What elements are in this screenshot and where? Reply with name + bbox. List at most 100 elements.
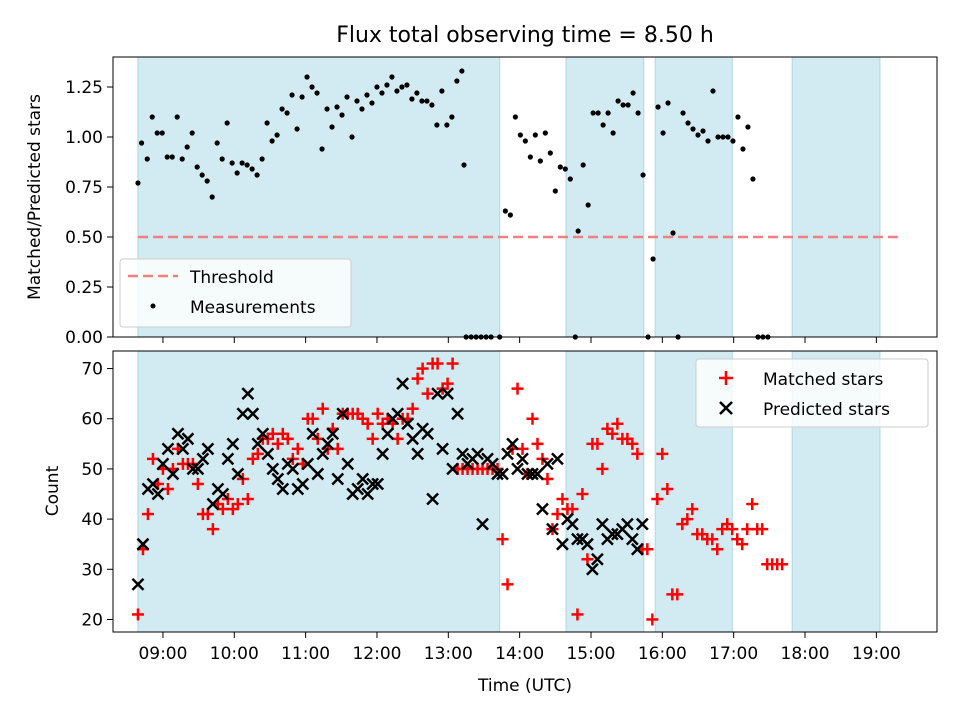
shaded-interval [565, 56, 645, 338]
measurement-point [725, 134, 731, 140]
matched-star-point [131, 608, 144, 621]
predicted-star-point [496, 467, 509, 481]
predicted-star-point [351, 482, 365, 496]
measurement-point [204, 178, 210, 184]
measurement-point [404, 82, 410, 88]
predicted-star-point [486, 457, 499, 471]
measurement-point [244, 162, 250, 168]
measurement-points [135, 68, 771, 340]
x-tick-label: 11:00 [281, 644, 330, 664]
matched-star-point [391, 432, 404, 445]
measurement-point [444, 122, 450, 128]
measurement-point [720, 134, 726, 140]
measurement-point [660, 130, 666, 136]
measurement-point [527, 154, 533, 160]
matched-star-point [686, 503, 699, 516]
measurement-point [249, 166, 255, 172]
predicted-star-point [421, 427, 435, 441]
measurement-point [434, 122, 440, 128]
matched-star-point [371, 407, 384, 420]
legend-threshold-label: Threshold [189, 268, 274, 288]
x-tick-label: 19:00 [852, 644, 901, 664]
predicted-star-point [566, 517, 579, 531]
predicted-star-point [630, 542, 644, 556]
x-tick-label: 16:00 [638, 644, 687, 664]
predicted-star-point [406, 432, 420, 446]
measurement-point [269, 138, 275, 144]
measurement-point [502, 208, 508, 214]
predicted-star-point [156, 457, 170, 471]
predicted-star-point [241, 387, 255, 401]
predicted-star-point [331, 472, 345, 486]
bottom-plot-frame [112, 350, 938, 633]
measurement-point [339, 112, 345, 118]
predicted-star-point [271, 472, 285, 486]
predicted-star-point [391, 407, 405, 421]
measurement-point [610, 130, 616, 136]
predicted-star-point [216, 487, 230, 501]
measurement-point [750, 176, 756, 182]
matched-star-point [366, 432, 379, 445]
bottom-legend: Matched stars Predicted stars [695, 358, 929, 428]
shaded-interval [791, 56, 881, 338]
predicted-star-point [326, 427, 340, 441]
legend-matched-label: Matched stars [763, 370, 883, 390]
x-axis-label: Time (UTC) [477, 676, 572, 696]
measurement-point [199, 172, 205, 178]
matched-star-point [361, 417, 374, 430]
measurement-point [164, 154, 170, 160]
measurement-point [522, 138, 528, 144]
predicted-star-point [456, 447, 469, 461]
measurement-point [184, 144, 190, 150]
predicted-star-point [541, 457, 554, 471]
matched-star-point [421, 387, 434, 400]
predicted-star-point [191, 462, 205, 476]
predicted-star-point [321, 437, 335, 451]
bottom-panel: 20 30 40 50 60 70 09:00 10:00 11:00 12:00 13:00 14… [43, 350, 938, 696]
bottom-legend-box [695, 358, 929, 428]
measurement-point [154, 130, 160, 136]
top-y-axis-label: Matched/Predicted stars [25, 94, 45, 300]
matched-star-point [706, 533, 719, 546]
matched-star-point [441, 377, 454, 390]
predicted-star-point [446, 462, 459, 476]
measurement-point [595, 110, 601, 116]
matched-star-point [576, 488, 589, 501]
measurement-point [239, 160, 245, 166]
measurement-point [399, 84, 405, 90]
measurement-point [259, 156, 265, 162]
predicted-star-point [146, 477, 160, 491]
x-tick-label: 18:00 [781, 644, 830, 664]
matched-star-point [756, 523, 769, 536]
predicted-star-point [356, 472, 370, 486]
matched-star-point [191, 477, 204, 490]
predicted-star-point [151, 487, 165, 501]
predicted-star-point [266, 462, 280, 476]
predicted-star-point [571, 532, 584, 546]
measurement-point [314, 90, 320, 96]
measurement-point [690, 126, 696, 132]
predicted-star-point [426, 492, 439, 506]
measurement-point [274, 132, 280, 138]
measurement-point [552, 188, 558, 194]
predicted-star-point [161, 442, 175, 456]
matched-star-point [161, 482, 174, 495]
predicted-star-point [341, 457, 355, 471]
measurement-point [655, 104, 661, 110]
predicted-star-point [176, 442, 190, 456]
measurement-point [665, 100, 671, 106]
measurement-point [537, 158, 543, 164]
measurement-point [640, 172, 646, 178]
measurement-point [670, 230, 676, 236]
measurement-point [264, 120, 270, 126]
predicted-star-point [196, 452, 210, 466]
y-tick-label: 0.50 [65, 228, 103, 248]
measurement-point [685, 120, 691, 126]
legend-predicted-label: Predicted stars [763, 400, 890, 420]
matched-star-point [746, 498, 759, 511]
matched-star-point [626, 437, 639, 450]
measurement-point [159, 130, 165, 136]
predicted-star-point [311, 467, 325, 481]
top-y-ticks: 0.00 0.25 0.50 0.75 1.00 1.25 [65, 78, 113, 348]
measurement-point [364, 92, 370, 98]
